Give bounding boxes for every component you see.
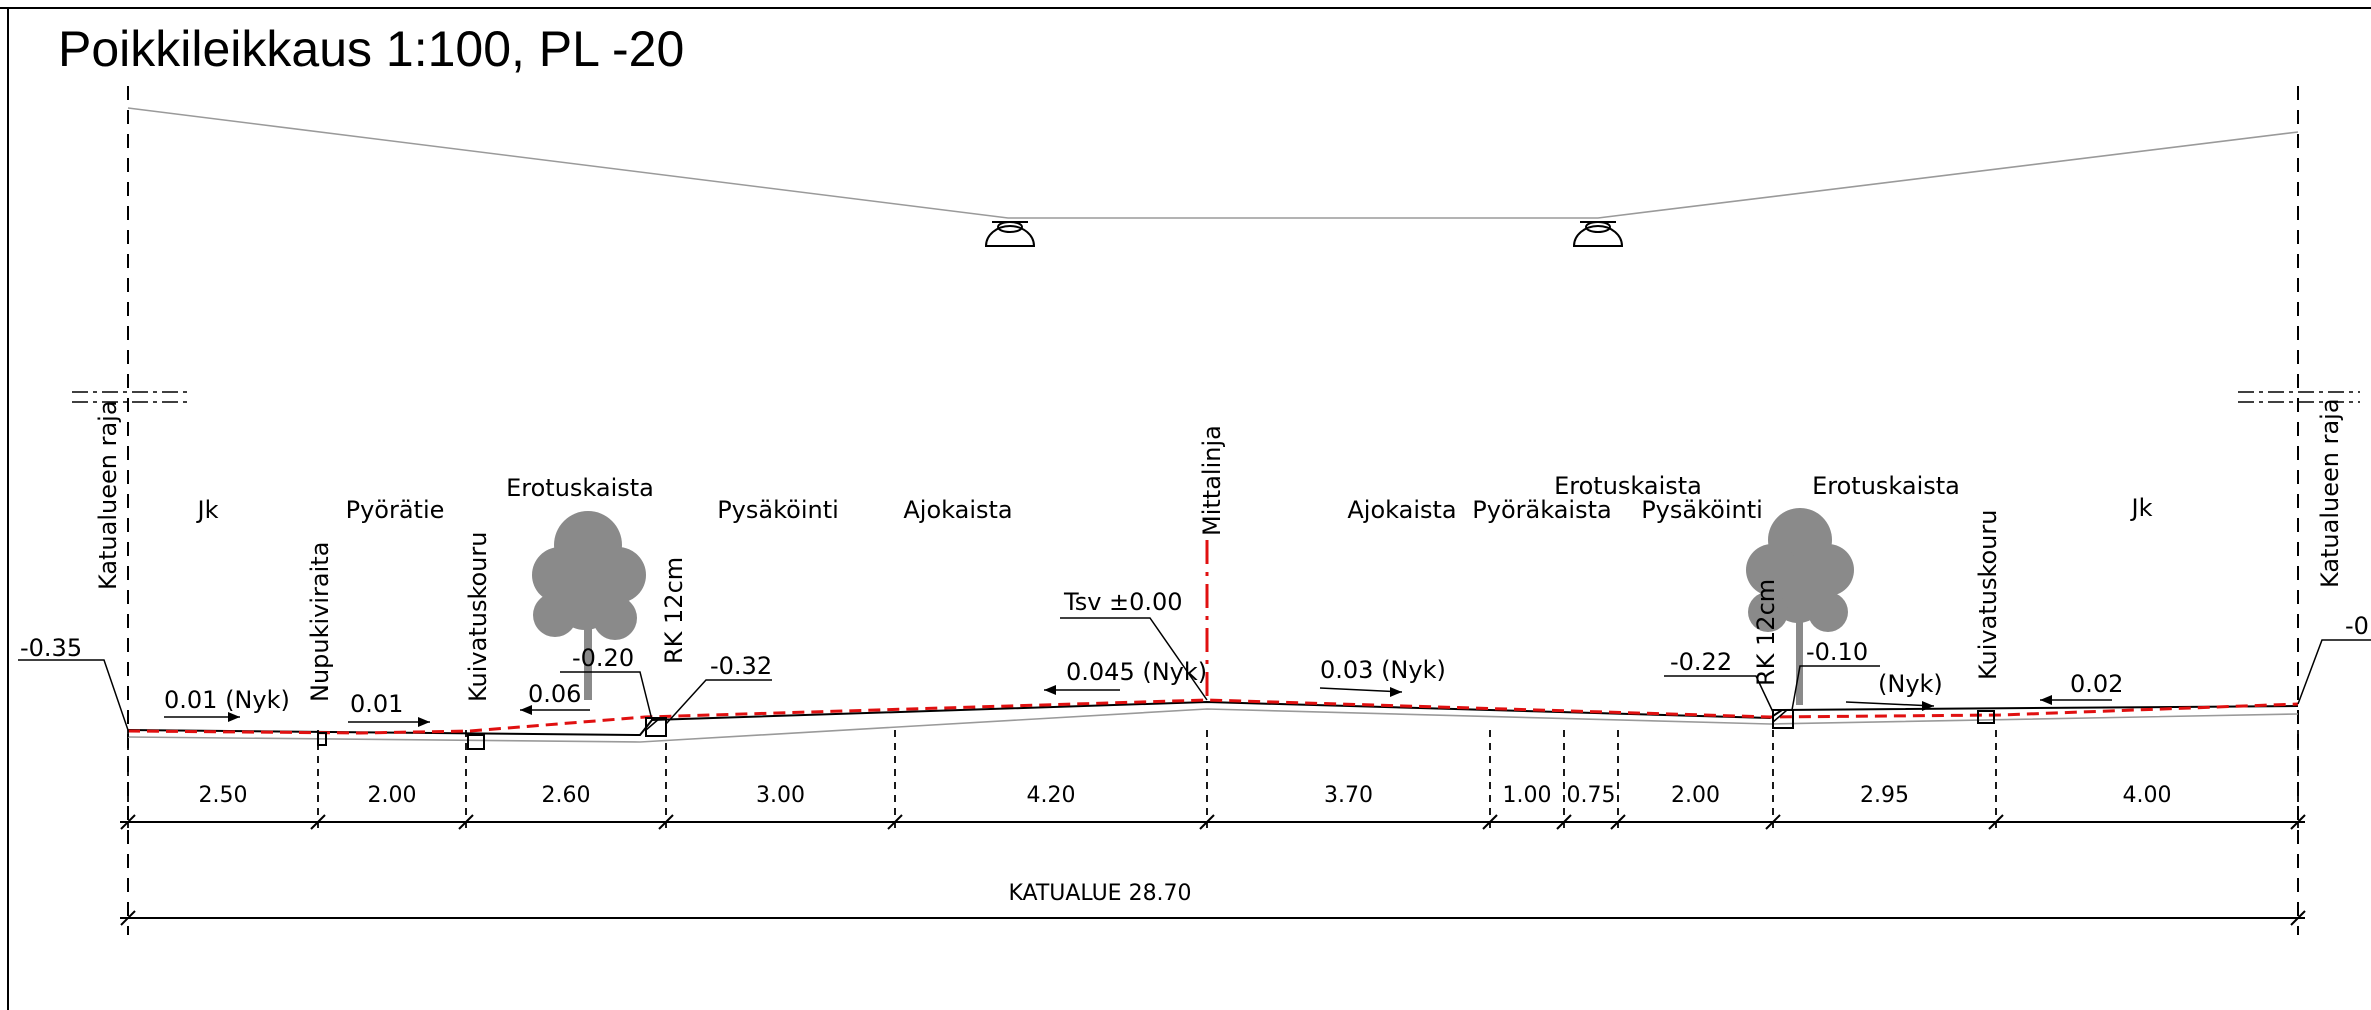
svg-text:0.01: 0.01 (350, 690, 403, 718)
level-value: Tsv ±0.00 (1063, 588, 1183, 616)
drain-gutter-right (1977, 710, 1995, 724)
dimension-tick (310, 814, 326, 830)
vertical-label: RK 12cm (1752, 579, 1780, 686)
dimension-tick (120, 814, 136, 830)
level-value: -0.32 (710, 652, 772, 680)
svg-text:0.045 (Nyk): 0.045 (Nyk) (1066, 658, 1207, 686)
property-boundary-symbol-right (2238, 391, 2360, 403)
dimension-tick (120, 910, 136, 926)
dimension-tick (1765, 814, 1781, 830)
dimension-value: 4.00 (2123, 783, 2172, 808)
lighting-catenary-wire (127, 107, 2299, 219)
design-profile-red (127, 698, 2299, 735)
dimension-tick (2290, 910, 2306, 926)
vertical-label: Mittalinja (1198, 425, 1226, 536)
zone-label: Pyörätie (346, 496, 445, 524)
dimension-value: 2.00 (368, 783, 417, 808)
slope-annotation: 0.045 (Nyk) (1044, 658, 1207, 695)
vertical-label: RK 12cm (660, 557, 688, 664)
street-lamp-icon (1572, 221, 1624, 247)
zone-label: Ajokaista (1347, 496, 1456, 524)
dimension-tick (658, 814, 674, 830)
vertical-label: Kuivatuskouru (464, 532, 492, 702)
dimension-value: 2.95 (1860, 783, 1909, 808)
tree-icon (532, 511, 646, 700)
dimension-value: 3.70 (1324, 783, 1373, 808)
page-title: Poikkileikkaus 1:100, PL -20 (58, 21, 684, 77)
dimension-values: 2.50 2.00 2.60 3.00 4.20 3.70 1.00 0.75 2.00 2.95… (199, 783, 2172, 808)
zone-label: Pysäköinti (717, 496, 839, 524)
dimension-ticks (120, 730, 2306, 926)
street-lamp-icon (984, 221, 1036, 247)
zone-label: Jk (196, 496, 219, 524)
level-value: -0.10 (1806, 638, 1868, 666)
slope-annotation: 0.02 (2040, 670, 2123, 705)
slope-annotation: 0.03 (Nyk) (1319, 656, 1446, 697)
tree-icon (1746, 508, 1854, 705)
level-value: -0.35 (20, 634, 82, 662)
zone-label: Jk (2130, 494, 2153, 522)
slope-annotation: (Nyk) (1845, 670, 1943, 711)
svg-text:0.02: 0.02 (2070, 670, 2123, 698)
vertical-label: Nupukiviraita (306, 542, 334, 702)
slope-annotation: 0.06 (520, 680, 590, 715)
dimension-tick (1988, 814, 2004, 830)
level-leader (18, 659, 129, 731)
vertical-label: Katualueen raja (2316, 398, 2344, 588)
dimension-value: 2.60 (542, 783, 591, 808)
slope-annotation: 0.01 (348, 690, 430, 727)
zone-label: Erotuskaista (506, 474, 654, 502)
curb-right (1772, 709, 1794, 729)
dimension-value: 2.50 (199, 783, 248, 808)
dimension-tick (1556, 814, 1572, 830)
dimension-tick (1482, 814, 1498, 830)
level-leader (1060, 617, 1208, 701)
dimension-tick (887, 814, 903, 830)
svg-text:0.06: 0.06 (528, 680, 581, 708)
slope-annotation: 0.01 (Nyk) (164, 686, 290, 722)
dimension-value: 4.20 (1027, 783, 1076, 808)
zone-label: Pysäköinti (1641, 496, 1763, 524)
street-surface-underline (127, 708, 2299, 743)
dimension-value: 2.00 (1671, 783, 1720, 808)
level-value: -0 (2345, 612, 2369, 640)
level-leader (560, 671, 653, 721)
cobble-strip (317, 732, 327, 746)
property-boundary-symbol-left (72, 391, 188, 403)
zone-label: Erotuskaista (1554, 472, 1702, 500)
total-street-width: KATUALUE 28.70 (1008, 881, 1191, 906)
level-leader (2297, 639, 2371, 705)
level-value: -0.22 (1670, 648, 1732, 676)
dimension-tick (2290, 814, 2306, 830)
level-value: -0.20 (572, 644, 634, 672)
vertical-label: Kuivatuskouru (1974, 510, 2002, 680)
dimension-value: 0.75 (1567, 783, 1616, 808)
level-leader (1664, 675, 1774, 713)
dimension-tick (458, 814, 474, 830)
drain-gutter-left (467, 734, 485, 750)
svg-text:0.03 (Nyk): 0.03 (Nyk) (1320, 656, 1446, 684)
vertical-label: Katualueen raja (94, 400, 122, 590)
level-leader (665, 679, 772, 725)
zone-label: Ajokaista (903, 496, 1012, 524)
dimension-value: 3.00 (756, 783, 805, 808)
level-leader (1791, 665, 1880, 711)
zone-label: Erotuskaista (1812, 472, 1960, 500)
dimension-value: 1.00 (1503, 783, 1552, 808)
zone-label: Pyöräkaista (1472, 496, 1611, 524)
svg-text:0.01 (Nyk): 0.01 (Nyk) (164, 686, 290, 714)
dimension-tick (1610, 814, 1626, 830)
svg-text:(Nyk): (Nyk) (1878, 670, 1943, 698)
dimension-tick (1199, 814, 1215, 830)
curb-left (645, 717, 667, 737)
